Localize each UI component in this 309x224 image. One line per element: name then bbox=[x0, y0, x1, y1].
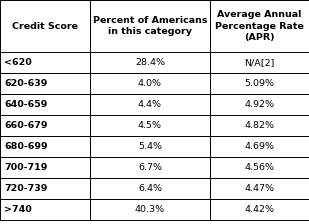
Text: 640-659: 640-659 bbox=[4, 100, 47, 109]
Bar bbox=[0, 157, 90, 178]
Bar bbox=[210, 157, 309, 178]
Bar bbox=[90, 199, 210, 220]
Text: >740: >740 bbox=[4, 205, 32, 214]
Bar bbox=[90, 94, 210, 115]
Bar bbox=[210, 73, 309, 94]
Bar bbox=[210, 94, 309, 115]
Bar bbox=[90, 136, 210, 157]
Text: N/A[2]: N/A[2] bbox=[244, 58, 275, 67]
Text: 6.7%: 6.7% bbox=[138, 163, 162, 172]
Text: Credit Score: Credit Score bbox=[12, 22, 78, 30]
Text: 4.42%: 4.42% bbox=[244, 205, 274, 214]
Bar bbox=[0, 52, 90, 73]
Bar bbox=[0, 0, 90, 52]
Bar bbox=[0, 199, 90, 220]
Text: 5.4%: 5.4% bbox=[138, 142, 162, 151]
Bar bbox=[210, 178, 309, 199]
Text: 4.82%: 4.82% bbox=[244, 121, 274, 130]
Bar bbox=[210, 136, 309, 157]
Text: 5.09%: 5.09% bbox=[244, 79, 274, 88]
Text: 40.3%: 40.3% bbox=[135, 205, 165, 214]
Text: 6.4%: 6.4% bbox=[138, 184, 162, 193]
Text: 660-679: 660-679 bbox=[4, 121, 48, 130]
Bar bbox=[210, 199, 309, 220]
Bar bbox=[0, 136, 90, 157]
Text: 4.4%: 4.4% bbox=[138, 100, 162, 109]
Bar bbox=[90, 178, 210, 199]
Bar bbox=[0, 115, 90, 136]
Bar bbox=[90, 0, 210, 52]
Bar bbox=[0, 94, 90, 115]
Bar bbox=[210, 52, 309, 73]
Text: 4.47%: 4.47% bbox=[244, 184, 274, 193]
Bar bbox=[90, 52, 210, 73]
Text: 4.92%: 4.92% bbox=[244, 100, 274, 109]
Bar bbox=[0, 73, 90, 94]
Bar bbox=[90, 73, 210, 94]
Text: 700-719: 700-719 bbox=[4, 163, 47, 172]
Bar bbox=[90, 115, 210, 136]
Bar bbox=[90, 157, 210, 178]
Text: <620: <620 bbox=[4, 58, 32, 67]
Bar bbox=[0, 178, 90, 199]
Text: 620-639: 620-639 bbox=[4, 79, 47, 88]
Text: 720-739: 720-739 bbox=[4, 184, 47, 193]
Text: 28.4%: 28.4% bbox=[135, 58, 165, 67]
Text: 680-699: 680-699 bbox=[4, 142, 48, 151]
Text: Average Annual
Percentage Rate
(APR): Average Annual Percentage Rate (APR) bbox=[215, 10, 304, 42]
Bar bbox=[210, 0, 309, 52]
Text: 4.56%: 4.56% bbox=[244, 163, 274, 172]
Bar bbox=[210, 115, 309, 136]
Text: 4.5%: 4.5% bbox=[138, 121, 162, 130]
Text: 4.0%: 4.0% bbox=[138, 79, 162, 88]
Text: 4.69%: 4.69% bbox=[244, 142, 274, 151]
Text: Percent of Americans
in this category: Percent of Americans in this category bbox=[93, 16, 207, 36]
